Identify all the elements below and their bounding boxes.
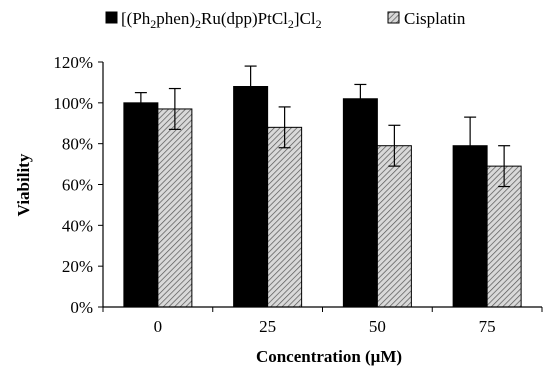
legend-subscript: 2 [316, 17, 322, 31]
x-tick-label: 0 [154, 317, 163, 336]
legend-label-complex: [(Ph2phen)2Ru(dpp)PtCl2]Cl2 [121, 9, 322, 31]
legend-subscript: 2 [288, 17, 294, 31]
legend-swatch-cisplatin [387, 11, 400, 24]
legend-text-part: phen) [156, 9, 195, 28]
x-tick-label: 75 [479, 317, 496, 336]
x-tick-label: 50 [369, 317, 386, 336]
x-axis-label: Concentration (μM) [256, 347, 402, 366]
error-bars-group [134, 65, 511, 188]
bar-complex-25 [233, 86, 269, 308]
x-tick-label: 25 [259, 317, 276, 336]
legend-swatch-complex [105, 11, 118, 24]
y-tick-label: 0% [70, 298, 93, 317]
y-axis-ticks: 0% 20% 40% 60% 80% 100% 120% [53, 53, 103, 317]
legend-text-part: Ru(dpp)PtCl [201, 9, 288, 28]
legend-subscript: 2 [150, 17, 156, 31]
legend-subscript: 2 [195, 17, 201, 31]
y-tick-label: 60% [62, 176, 93, 195]
bar-cisplatin-25 [267, 126, 303, 308]
legend-text-part: [(Ph [121, 9, 151, 28]
y-axis-label: Viability [14, 153, 33, 216]
legend-label-cisplatin: Cisplatin [404, 9, 466, 28]
x-axis-ticks: 0 25 50 75 [102, 307, 543, 336]
bar-cisplatin-75 [486, 165, 522, 308]
y-tick-label: 20% [62, 257, 93, 276]
legend-text-part: ]Cl [294, 9, 316, 28]
bar-cisplatin-50 [376, 145, 412, 308]
legend: [(Ph2phen)2Ru(dpp)PtCl2]Cl2 Cisplatin [105, 9, 466, 31]
bar-complex-0 [123, 102, 159, 308]
bars-group [123, 86, 522, 308]
y-tick-label: 120% [53, 53, 93, 72]
y-tick-label: 100% [53, 94, 93, 113]
bar-complex-50 [342, 98, 378, 308]
y-tick-label: 40% [62, 216, 93, 235]
bar-cisplatin-0 [157, 108, 193, 308]
y-tick-label: 80% [62, 135, 93, 154]
